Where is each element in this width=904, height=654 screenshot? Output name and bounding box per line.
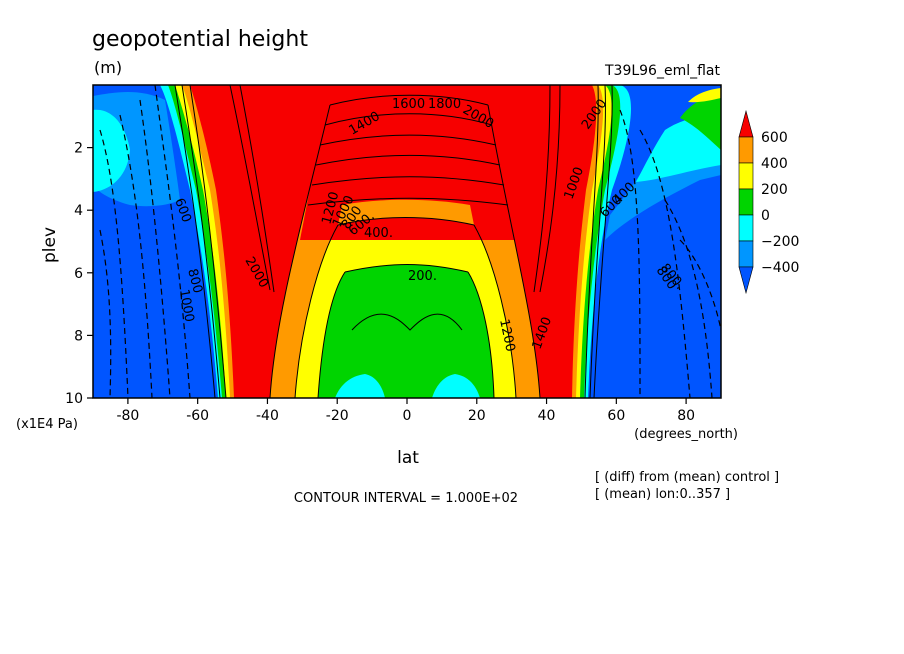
y-tick-label: 8: [74, 328, 83, 344]
colorbar-label: 0: [761, 208, 770, 224]
colorbar-segment: [738, 214, 754, 242]
x-tick-label: 80: [677, 408, 695, 424]
colorbar-label: 400: [761, 156, 788, 172]
contour-interval-text: CONTOUR INTERVAL = 1.000E+02: [294, 491, 518, 506]
y-tick-label: 10: [65, 391, 83, 407]
note-diff: [ (diff) from (mean) control ]: [595, 470, 779, 485]
contour-label: 1800: [428, 97, 461, 112]
y-tick-label: 6: [74, 266, 83, 282]
note-mean: [ (mean) lon:0..357 ]: [595, 487, 730, 502]
x-tick-label: 0: [403, 408, 412, 424]
x-tick-label: -60: [186, 408, 209, 424]
contour-label: 200.: [408, 269, 437, 284]
fill-dome-cyan-left: [335, 374, 385, 398]
y-axis-unit: (x1E4 Pa): [16, 417, 78, 432]
colorbar-segment: [738, 266, 754, 295]
experiment-label: T39L96_eml_flat: [604, 63, 721, 79]
colorbar-label: 600: [761, 130, 788, 146]
colorbar-label: −400: [761, 260, 799, 276]
y-tick-label: 4: [74, 203, 83, 219]
x-axis-ticks: -80 -60 -40 -20 0 20 40 60 80: [116, 398, 695, 424]
colorbar: 600 400 200 0 −200 −400: [738, 109, 799, 295]
x-tick-label: 60: [607, 408, 625, 424]
y-axis-ticks: 2 4 6 8 10: [65, 141, 93, 407]
x-tick-label: -20: [326, 408, 349, 424]
x-axis-label: lat: [397, 448, 419, 468]
units-label: (m): [94, 58, 122, 77]
contour-label: 1600: [392, 97, 425, 112]
fill-red-cap: [300, 91, 520, 240]
fill-dome-green: [318, 264, 494, 398]
contour-label: 400.: [364, 226, 393, 241]
figure-title: geopotential height: [92, 27, 308, 52]
colorbar-segment: [738, 162, 754, 190]
fill-orange-strip: [338, 199, 474, 225]
contour-label: 1200: [496, 318, 518, 353]
contour-label: 1000: [176, 288, 197, 323]
x-tick-label: 40: [538, 408, 556, 424]
x-tick-label: -80: [116, 408, 139, 424]
solid-contours: [174, 85, 613, 398]
colorbar-label: −200: [761, 234, 799, 250]
y-tick-label: 2: [74, 141, 83, 157]
x-tick-label: -40: [256, 408, 279, 424]
colorbar-label: 200: [761, 182, 788, 198]
colorbar-segment: [738, 240, 754, 268]
x-axis-unit: (degrees_north): [634, 427, 738, 442]
contour-label: 800: [184, 267, 205, 295]
colorbar-segment: [738, 109, 754, 138]
contour-fill: [93, 85, 721, 398]
colorbar-segment: [738, 188, 754, 216]
fill-red-arch: [218, 85, 577, 292]
dashed-contours: [99, 85, 721, 398]
fill-dome-cyan-right: [432, 374, 480, 398]
x-tick-label: 20: [468, 408, 486, 424]
y-axis-label: plev: [40, 227, 60, 263]
fill-nh-yellow: [688, 88, 721, 103]
colorbar-segment: [738, 136, 754, 164]
fill-nh-green: [680, 92, 721, 150]
fill-sh-cyan: [93, 109, 130, 192]
